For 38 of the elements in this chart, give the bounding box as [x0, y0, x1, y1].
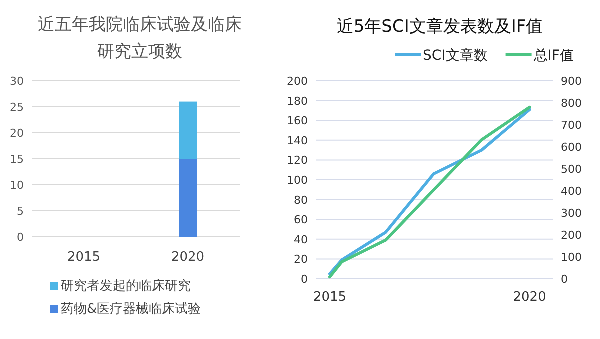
y-tick-label: 100 — [287, 174, 308, 187]
y-tick-label: 10 — [10, 179, 24, 192]
y2-tick-label: 600 — [561, 141, 582, 154]
y2-tick-label: 100 — [561, 251, 582, 264]
x-tick-label: 2015 — [313, 290, 347, 305]
y2-tick-label: 200 — [561, 229, 582, 242]
y-tick-label: 15 — [10, 153, 24, 166]
legend-label: SCI文章数 — [423, 48, 488, 64]
y-tick-label: 200 — [287, 75, 308, 88]
legend-label: 研究者发起的临床研究 — [61, 279, 191, 294]
y-tick-label: 160 — [287, 114, 308, 128]
legend-label: 总IF值 — [532, 48, 574, 64]
chart-title: 近五年我院临床试验及临床研究立项数 — [38, 15, 242, 62]
x-tick-label: 2020 — [513, 290, 546, 305]
legend-label: 药物&医疗器械临床试验 — [61, 302, 202, 317]
x-tick-label: 2020 — [171, 250, 205, 265]
y-tick-label: 0 — [301, 273, 308, 286]
chart-title: 近5年SCI文章发表数及IF值 — [336, 17, 544, 37]
y-tick-label: 120 — [287, 154, 308, 168]
y-tick-label: 25 — [10, 101, 24, 114]
y-tick-label: 60 — [294, 214, 308, 227]
y-tick-label: 20 — [10, 127, 24, 140]
y-tick-label: 40 — [294, 233, 308, 246]
x-tick-label: 2015 — [67, 250, 101, 265]
y2-tick-label: 800 — [561, 97, 582, 110]
y2-tick-label: 300 — [561, 207, 582, 220]
y-tick-label: 140 — [287, 134, 308, 148]
y-tick-label: 20 — [294, 253, 308, 266]
y-tick-label: 5 — [17, 205, 24, 218]
y2-tick-label: 700 — [561, 119, 582, 132]
y2-tick-label: 400 — [561, 185, 582, 198]
y2-tick-label: 500 — [561, 163, 582, 176]
y-tick-label: 180 — [287, 94, 308, 108]
y2-tick-label: 0 — [561, 273, 568, 286]
y-tick-label: 0 — [17, 231, 24, 244]
y-tick-label: 80 — [294, 194, 308, 207]
y2-tick-label: 900 — [561, 75, 582, 88]
y-tick-label: 30 — [10, 75, 24, 88]
